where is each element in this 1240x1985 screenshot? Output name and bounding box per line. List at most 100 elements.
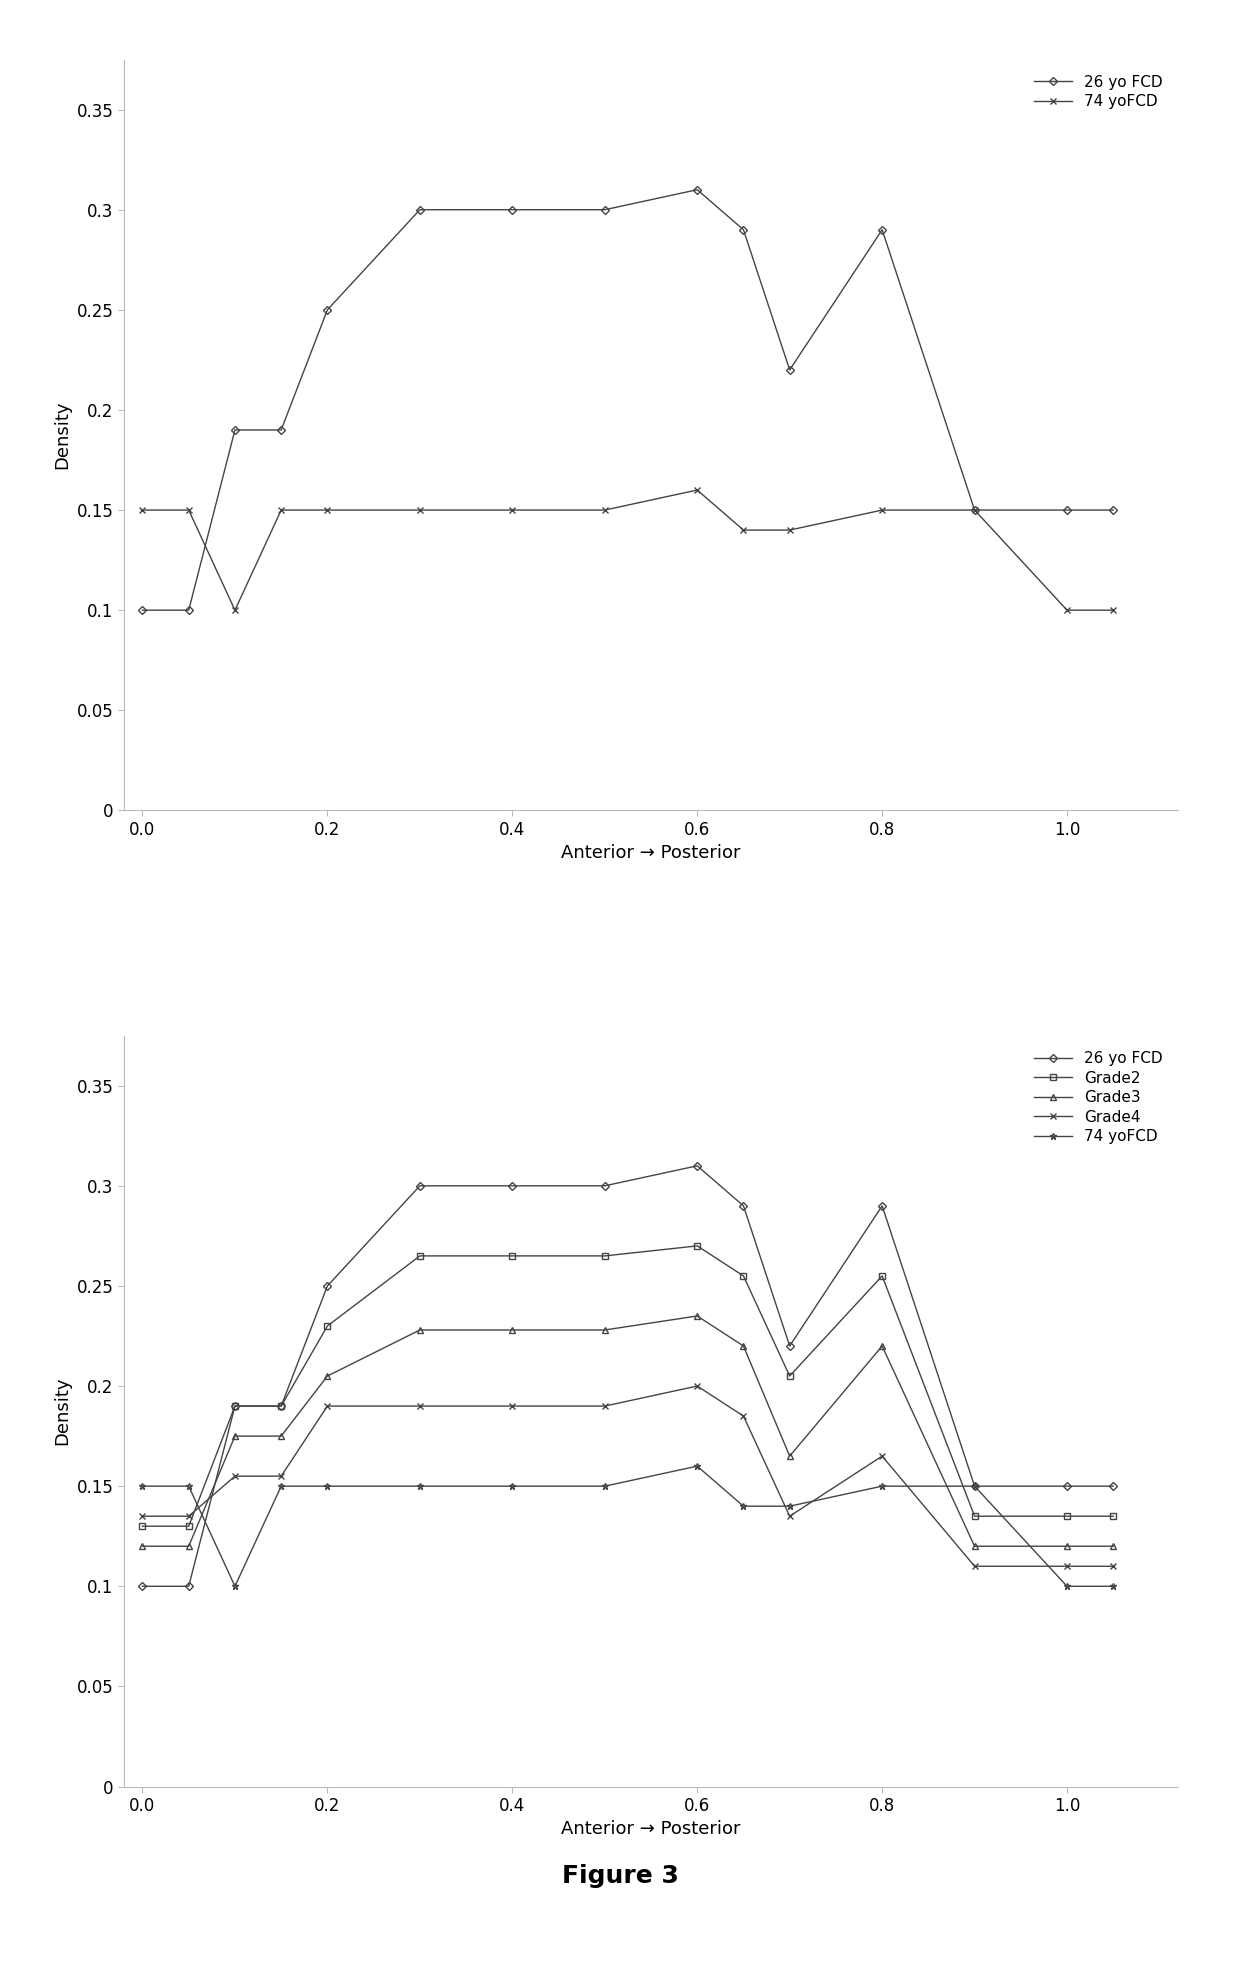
Grade3	[505, 1318, 520, 1342]
26 yo FCD	[782, 357, 797, 381]
Grade2	[1106, 1505, 1121, 1528]
Grade4	[737, 1403, 751, 1427]
26 yo FCD	[737, 1193, 751, 1217]
74 yoFCD	[181, 498, 196, 522]
Grade3	[274, 1423, 289, 1447]
74 yoFCD	[1106, 1574, 1121, 1598]
Legend: 26 yo FCD, Grade2, Grade3, Grade4, 74 yoFCD: 26 yo FCD, Grade2, Grade3, Grade4, 74 yo…	[1025, 1044, 1171, 1151]
Line: 74 yoFCD: 74 yoFCD	[139, 1463, 1117, 1590]
74 yoFCD	[135, 1475, 150, 1499]
26 yo FCD	[274, 1393, 289, 1417]
Text: Figure 3: Figure 3	[562, 1864, 678, 1888]
74 yoFCD	[689, 478, 704, 502]
74 yoFCD	[598, 498, 613, 522]
26 yo FCD	[1106, 498, 1121, 522]
26 yo FCD	[1060, 498, 1075, 522]
74 yoFCD	[782, 1495, 797, 1519]
Grade4	[320, 1393, 335, 1417]
Line: 26 yo FCD: 26 yo FCD	[140, 187, 1116, 613]
74 yoFCD	[1060, 597, 1075, 621]
26 yo FCD	[689, 1153, 704, 1177]
Grade4	[181, 1505, 196, 1528]
26 yo FCD	[135, 1574, 150, 1598]
Grade2	[135, 1515, 150, 1538]
Grade4	[227, 1465, 242, 1489]
Grade4	[274, 1465, 289, 1489]
26 yo FCD	[181, 597, 196, 621]
74 yoFCD	[737, 1495, 751, 1519]
74 yoFCD	[274, 1475, 289, 1499]
Grade2	[782, 1364, 797, 1388]
Grade2	[874, 1264, 889, 1288]
Grade3	[874, 1334, 889, 1358]
26 yo FCD	[1060, 1475, 1075, 1499]
Line: Grade2: Grade2	[140, 1243, 1116, 1528]
Grade2	[1060, 1505, 1075, 1528]
74 yoFCD	[227, 1574, 242, 1598]
Grade2	[737, 1264, 751, 1288]
Grade4	[874, 1445, 889, 1469]
Grade2	[413, 1245, 428, 1268]
74 yoFCD	[320, 1475, 335, 1499]
74 yoFCD	[135, 498, 150, 522]
74 yoFCD	[413, 498, 428, 522]
Y-axis label: Density: Density	[53, 401, 71, 468]
Line: 26 yo FCD: 26 yo FCD	[140, 1163, 1116, 1590]
Grade4	[505, 1393, 520, 1417]
74 yoFCD	[598, 1475, 613, 1499]
X-axis label: Anterior → Posterior: Anterior → Posterior	[562, 1820, 740, 1838]
26 yo FCD	[874, 218, 889, 242]
Grade4	[967, 1554, 982, 1578]
26 yo FCD	[505, 1173, 520, 1197]
X-axis label: Anterior → Posterior: Anterior → Posterior	[562, 844, 740, 861]
26 yo FCD	[598, 198, 613, 222]
Grade3	[181, 1534, 196, 1558]
74 yoFCD	[967, 498, 982, 522]
Grade4	[135, 1505, 150, 1528]
Grade2	[598, 1245, 613, 1268]
Grade4	[413, 1393, 428, 1417]
Line: Grade3: Grade3	[140, 1314, 1116, 1548]
74 yoFCD	[181, 1475, 196, 1499]
Grade3	[1060, 1534, 1075, 1558]
Grade3	[737, 1334, 751, 1358]
26 yo FCD	[227, 419, 242, 443]
74 yoFCD	[874, 498, 889, 522]
74 yoFCD	[967, 1475, 982, 1499]
74 yoFCD	[782, 518, 797, 542]
26 yo FCD	[967, 1475, 982, 1499]
Line: 74 yoFCD: 74 yoFCD	[139, 486, 1117, 613]
Grade2	[274, 1393, 289, 1417]
26 yo FCD	[320, 1274, 335, 1298]
Grade2	[181, 1515, 196, 1538]
74 yoFCD	[413, 1475, 428, 1499]
26 yo FCD	[320, 298, 335, 322]
Grade3	[1106, 1534, 1121, 1558]
Grade2	[967, 1505, 982, 1528]
74 yoFCD	[1106, 597, 1121, 621]
26 yo FCD	[413, 198, 428, 222]
26 yo FCD	[135, 597, 150, 621]
74 yoFCD	[689, 1455, 704, 1479]
26 yo FCD	[967, 498, 982, 522]
74 yoFCD	[320, 498, 335, 522]
26 yo FCD	[737, 218, 751, 242]
74 yoFCD	[227, 597, 242, 621]
74 yoFCD	[874, 1475, 889, 1499]
Grade3	[413, 1318, 428, 1342]
Line: Grade4: Grade4	[139, 1384, 1117, 1570]
Grade3	[967, 1534, 982, 1558]
74 yoFCD	[274, 498, 289, 522]
26 yo FCD	[274, 419, 289, 443]
Grade4	[782, 1505, 797, 1528]
Grade3	[782, 1445, 797, 1469]
26 yo FCD	[782, 1334, 797, 1358]
Grade2	[689, 1235, 704, 1258]
74 yoFCD	[737, 518, 751, 542]
26 yo FCD	[1106, 1475, 1121, 1499]
Grade3	[689, 1304, 704, 1328]
26 yo FCD	[689, 179, 704, 202]
Legend: 26 yo FCD, 74 yoFCD: 26 yo FCD, 74 yoFCD	[1025, 67, 1171, 117]
74 yoFCD	[505, 498, 520, 522]
Grade3	[227, 1423, 242, 1447]
